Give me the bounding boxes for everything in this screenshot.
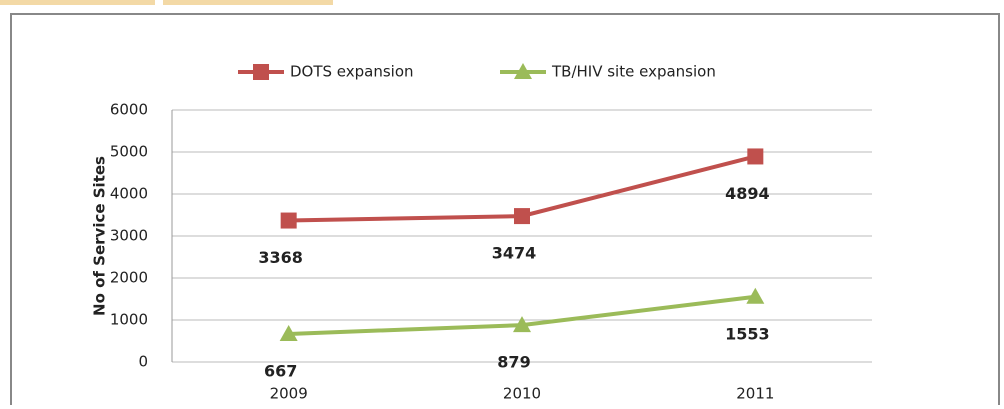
x-tick-label: 2010: [503, 385, 541, 403]
data-label: 3474: [492, 244, 537, 263]
data-label: 1553: [725, 324, 770, 343]
data-label: 667: [264, 361, 297, 380]
y-tick-label: 2000: [110, 269, 148, 287]
legend-marker: [253, 64, 269, 80]
y-tick-label: 0: [138, 353, 148, 371]
data-point: [513, 316, 531, 333]
y-tick-label: 3000: [110, 227, 148, 245]
chart-frame: [10, 13, 1000, 409]
x-tick-label: 2011: [736, 385, 774, 403]
data-point: [747, 148, 764, 165]
data-label: 4894: [725, 184, 770, 203]
data-label: 3368: [258, 248, 303, 267]
y-tick-label: 4000: [110, 185, 148, 203]
data-label: 879: [497, 353, 530, 372]
tab: [0, 0, 155, 5]
legend-label: DOTS expansion: [290, 63, 414, 81]
data-point: [746, 287, 765, 304]
x-tick-label: 2009: [270, 385, 308, 403]
data-point: [280, 212, 297, 229]
legend-label: TB/HIV site expansion: [551, 63, 716, 81]
data-point: [279, 324, 298, 341]
y-axis-title: No of Service Sites: [91, 156, 109, 316]
tab: [163, 0, 333, 5]
y-tick-label: 5000: [110, 143, 148, 161]
y-tick-label: 6000: [110, 101, 148, 119]
data-point: [514, 208, 530, 225]
y-tick-label: 1000: [110, 311, 148, 329]
legend-marker: [514, 63, 532, 79]
